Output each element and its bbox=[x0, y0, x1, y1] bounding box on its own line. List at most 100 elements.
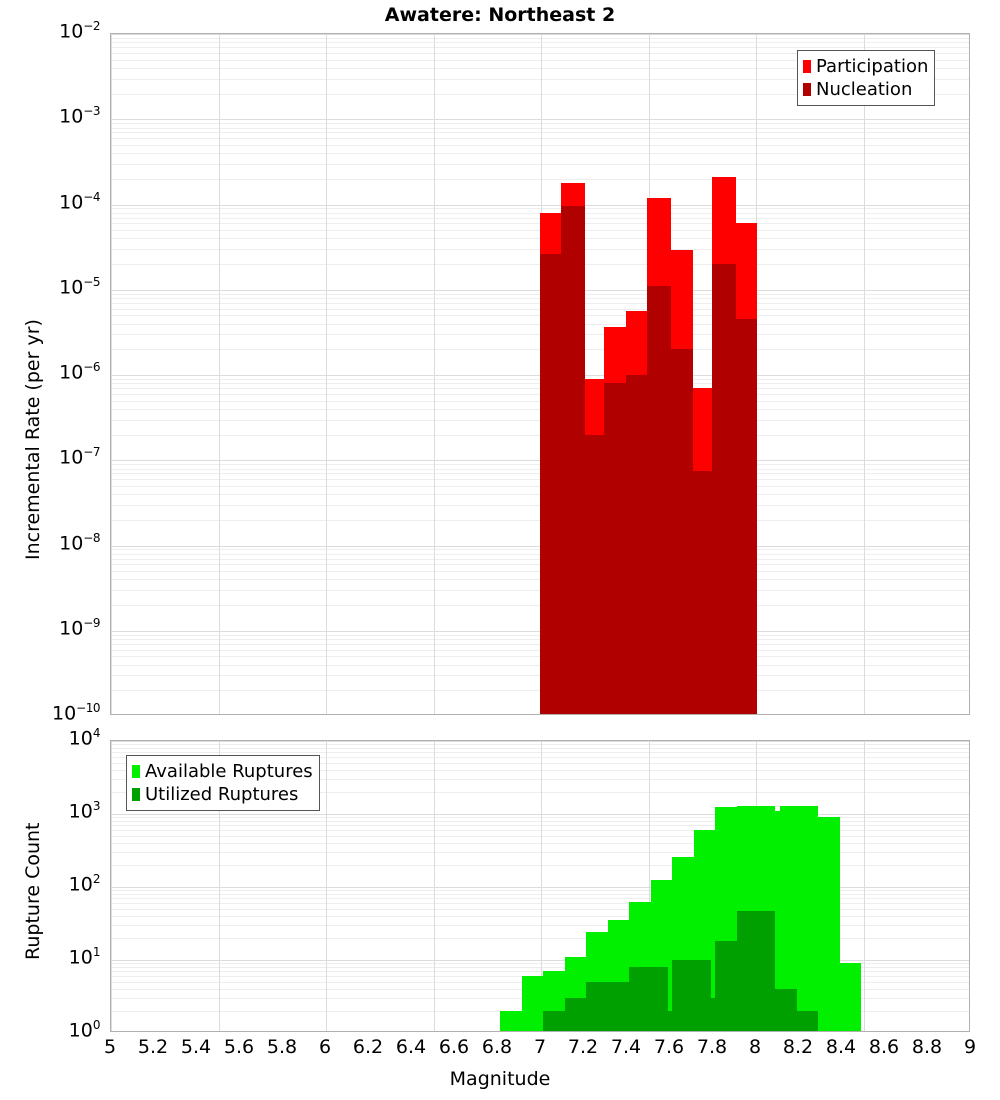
gridline-minor bbox=[111, 830, 969, 832]
gridline-minor bbox=[111, 967, 969, 969]
bar-nucleation bbox=[582, 434, 607, 714]
gridline-minor bbox=[111, 963, 969, 965]
y-tick-label: 10−5 bbox=[59, 274, 100, 299]
gridline-minor bbox=[111, 208, 969, 210]
x-tick-label: 5.8 bbox=[266, 1036, 298, 1058]
top-legend: Participation Nucleation bbox=[797, 50, 936, 106]
legend-item-nucleation: Nucleation bbox=[803, 78, 928, 101]
gridline-minor bbox=[111, 894, 969, 896]
bar-nucleation bbox=[604, 383, 629, 714]
bottom-legend: Available Ruptures Utilized Ruptures bbox=[126, 755, 320, 811]
gridline-major bbox=[111, 887, 969, 888]
gridline-minor bbox=[111, 792, 969, 794]
gridline-major bbox=[111, 741, 969, 742]
x-tick-label: 7.8 bbox=[696, 1036, 728, 1058]
bottom-y-axis-label: Rupture Count bbox=[22, 822, 44, 961]
x-tick-label: 8.8 bbox=[911, 1036, 943, 1058]
x-tick-label: 5.4 bbox=[180, 1036, 212, 1058]
bar-nucleation bbox=[690, 470, 715, 714]
gridline-vertical bbox=[863, 741, 865, 1031]
gridline-minor bbox=[111, 757, 969, 759]
available-ruptures-label: Available Ruptures bbox=[145, 760, 313, 782]
gridline-minor bbox=[111, 825, 969, 827]
bar-nucleation bbox=[711, 264, 736, 714]
y-tick-label: 10−2 bbox=[59, 19, 100, 43]
utilized-ruptures-label: Utilized Ruptures bbox=[145, 783, 299, 805]
gridline-minor bbox=[111, 67, 969, 69]
y-tick-label: 103 bbox=[68, 799, 101, 823]
gridline-minor bbox=[111, 817, 969, 819]
incremental-rate-plot-area bbox=[110, 33, 970, 715]
nucleation-swatch bbox=[803, 83, 811, 96]
gridline-minor bbox=[111, 59, 969, 61]
gridline-minor bbox=[111, 138, 969, 140]
y-tick-label: 101 bbox=[68, 945, 101, 969]
participation-swatch bbox=[803, 60, 811, 73]
y-tick-label: 10−6 bbox=[59, 360, 100, 384]
gridline-minor bbox=[111, 42, 969, 44]
x-tick-label: 8 bbox=[748, 1036, 762, 1058]
bar-nucleation bbox=[668, 349, 693, 714]
gridline-minor bbox=[111, 47, 969, 49]
x-tick-label: 8.6 bbox=[868, 1036, 900, 1058]
bar-nucleation bbox=[733, 319, 758, 714]
gridline-minor bbox=[111, 144, 969, 146]
y-tick-label: 10−9 bbox=[59, 615, 100, 640]
x-tick-label: 7 bbox=[533, 1036, 547, 1058]
gridline-minor bbox=[111, 123, 969, 125]
participation-label: Participation bbox=[816, 55, 929, 77]
y-tick-label: 10−7 bbox=[59, 445, 100, 469]
gridline-minor bbox=[111, 971, 969, 973]
available-ruptures-swatch bbox=[132, 765, 140, 778]
gridline-vertical bbox=[111, 34, 112, 714]
gridline-minor bbox=[111, 744, 969, 746]
gridline-minor bbox=[111, 52, 969, 54]
gridline-minor bbox=[111, 752, 969, 754]
y-tick-label: 10−3 bbox=[59, 104, 100, 128]
gridline-minor bbox=[111, 762, 969, 764]
legend-item-utilized-ruptures: Utilized Ruptures bbox=[132, 783, 313, 806]
bar-utilized-ruptures bbox=[779, 1011, 819, 1031]
gridline-minor bbox=[111, 916, 969, 918]
gridline-major bbox=[111, 34, 969, 35]
legend-item-participation: Participation bbox=[803, 55, 928, 78]
gridline-minor bbox=[111, 898, 969, 900]
gridline-major bbox=[111, 814, 969, 815]
gridline-major bbox=[111, 960, 969, 961]
gridline-minor bbox=[111, 890, 969, 892]
gridline-vertical bbox=[218, 741, 220, 1031]
gridline-minor bbox=[111, 93, 969, 95]
bar-nucleation bbox=[539, 254, 564, 714]
top-y-axis-label: Incremental Rate (per yr) bbox=[22, 319, 44, 560]
x-tick-label: 8.2 bbox=[782, 1036, 814, 1058]
gridline-minor bbox=[111, 865, 969, 867]
y-tick-label: 10−8 bbox=[59, 530, 100, 554]
gridline-minor bbox=[111, 178, 969, 180]
gridline-minor bbox=[111, 908, 969, 910]
legend-item-available-ruptures: Available Ruptures bbox=[132, 760, 313, 783]
rupture-count-plot-area bbox=[110, 740, 970, 1032]
gridline-minor bbox=[111, 748, 969, 750]
bar-available-ruptures bbox=[822, 963, 862, 1031]
gridline-minor bbox=[111, 835, 969, 837]
gridline-vertical bbox=[326, 34, 327, 714]
x-tick-label: 5 bbox=[103, 1036, 117, 1058]
gridline-minor bbox=[111, 78, 969, 80]
gridline-minor bbox=[111, 938, 969, 940]
gridline-minor bbox=[111, 153, 969, 155]
x-tick-label: 6.6 bbox=[438, 1036, 470, 1058]
utilized-ruptures-swatch bbox=[132, 788, 140, 801]
gridline-vertical bbox=[863, 34, 865, 714]
gridline-minor bbox=[111, 127, 969, 129]
gridline-vertical bbox=[433, 741, 435, 1031]
gridline-minor bbox=[111, 843, 969, 845]
x-tick-label: 6.4 bbox=[395, 1036, 427, 1058]
gridline-vertical bbox=[326, 741, 327, 1031]
gridline-minor bbox=[111, 925, 969, 927]
x-axis-label: Magnitude bbox=[449, 1068, 551, 1090]
x-tick-label: 7.4 bbox=[610, 1036, 642, 1058]
gridline-minor bbox=[111, 779, 969, 781]
gridline-vertical bbox=[111, 741, 112, 1031]
gridline-minor bbox=[111, 852, 969, 854]
x-tick-label: 5.2 bbox=[137, 1036, 169, 1058]
